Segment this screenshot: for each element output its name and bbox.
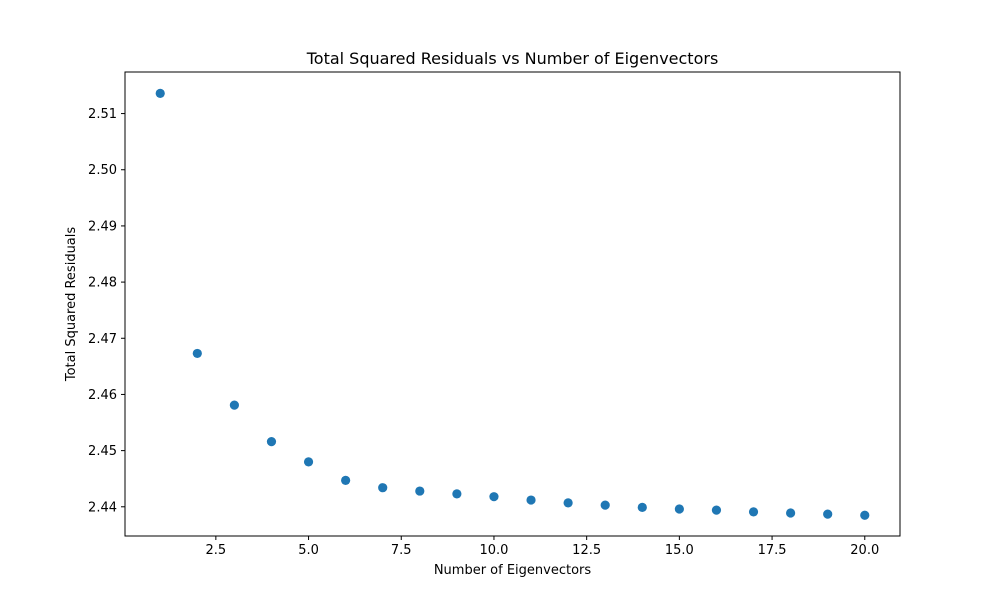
x-tick-label: 15.0 xyxy=(665,543,694,558)
data-point xyxy=(229,400,239,410)
data-point xyxy=(860,510,870,520)
data-point xyxy=(674,504,684,514)
data-point xyxy=(341,475,351,485)
y-tick-label: 2.50 xyxy=(88,163,117,178)
plot-frame xyxy=(124,71,901,537)
x-tick-label: 10.0 xyxy=(479,543,508,558)
x-tick-label: 7.5 xyxy=(391,543,412,558)
data-points xyxy=(155,88,870,520)
data-point xyxy=(823,509,833,519)
x-tick-label: 12.5 xyxy=(572,543,601,558)
data-point xyxy=(415,486,425,496)
y-tick-label: 2.44 xyxy=(88,500,117,515)
chart-title: Total Squared Residuals vs Number of Eig… xyxy=(306,49,719,68)
y-tick-label: 2.48 xyxy=(88,276,117,291)
data-point xyxy=(155,88,165,98)
y-axis-label: Total Squared Residuals xyxy=(64,227,79,383)
plot-area xyxy=(124,71,901,537)
y-axis: 2.44 2.45 2.46 2.47 2.48 2.49 2.50 2.51 xyxy=(88,107,125,515)
data-point xyxy=(600,500,610,510)
data-point xyxy=(786,508,796,518)
y-tick-label: 2.45 xyxy=(88,444,117,459)
data-point xyxy=(266,437,277,447)
y-tick-label: 2.47 xyxy=(88,332,117,347)
x-axis-label: Number of Eigenvectors xyxy=(434,563,592,578)
x-tick-label: 17.5 xyxy=(758,543,787,558)
y-tick-label: 2.46 xyxy=(88,388,117,403)
data-point xyxy=(489,492,499,502)
data-point xyxy=(452,489,462,499)
data-point xyxy=(748,507,759,517)
data-point xyxy=(192,348,202,359)
data-point xyxy=(526,495,536,505)
data-point xyxy=(303,457,314,467)
y-tick-label: 2.49 xyxy=(88,219,117,234)
y-tick-label: 2.51 xyxy=(88,107,117,122)
x-tick-label: 5.0 xyxy=(298,543,319,558)
x-tick-label: 20.0 xyxy=(850,543,879,558)
x-tick-label: 2.5 xyxy=(206,543,227,558)
data-point xyxy=(711,505,722,515)
data-point xyxy=(378,483,388,493)
data-point xyxy=(563,498,573,508)
x-axis: 2.5 5.0 7.5 10.0 12.5 15.0 17.5 20.0 xyxy=(206,536,879,558)
data-point xyxy=(637,502,647,512)
